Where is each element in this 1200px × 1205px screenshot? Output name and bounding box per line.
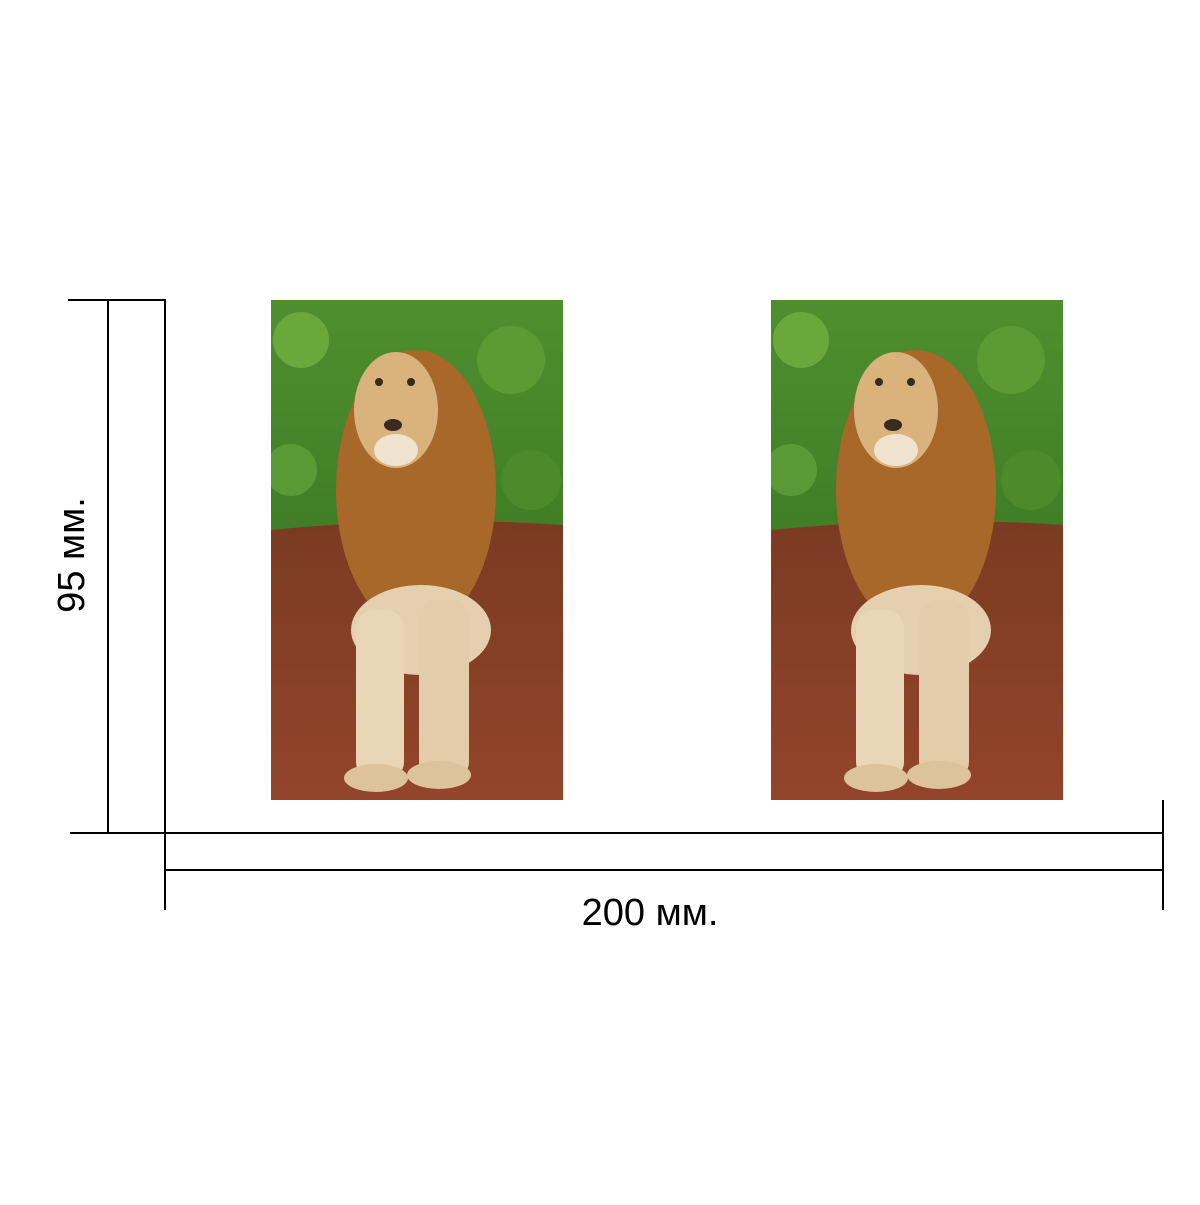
width-label: 200 мм. [582, 892, 719, 934]
width-dimension: 200 мм. [164, 800, 1164, 934]
height-dimension: 95 мм. [51, 299, 166, 834]
product-image [271, 300, 563, 800]
height-label: 95 мм. [51, 497, 93, 613]
product-image [771, 300, 1063, 800]
